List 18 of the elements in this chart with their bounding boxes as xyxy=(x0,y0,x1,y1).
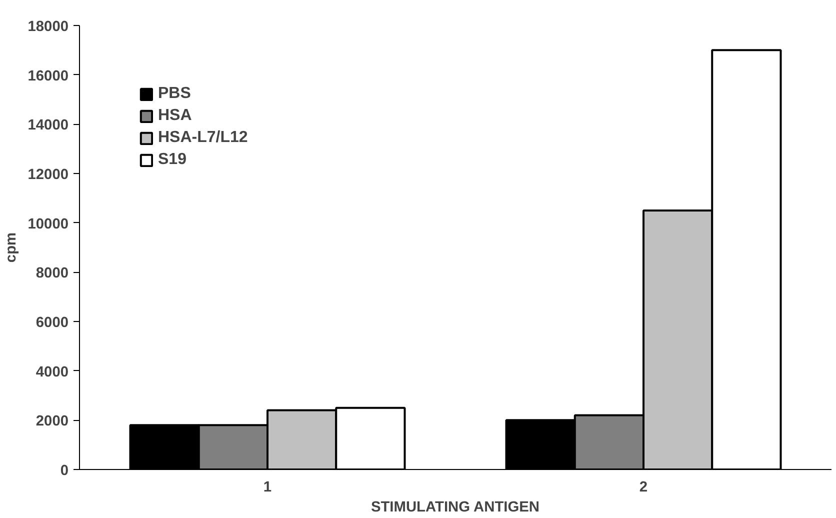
y-tick-label: 4000 xyxy=(36,364,69,380)
y-tick-label: 2000 xyxy=(36,414,69,430)
y-tick-label: 10000 xyxy=(28,216,69,232)
x-tick-label: 2 xyxy=(639,480,648,496)
y-tick-label: 14000 xyxy=(28,118,69,134)
y-tick-label: 0 xyxy=(60,463,69,479)
y-tick-label: 16000 xyxy=(28,68,69,84)
legend-label: HSA-L7/L12 xyxy=(158,129,248,147)
y-axis-title: cpm xyxy=(4,232,20,263)
y-tick-label: 6000 xyxy=(36,315,69,331)
legend-label: HSA xyxy=(158,107,192,125)
legend-label: PBS xyxy=(158,85,191,103)
y-tick-label: 12000 xyxy=(28,167,69,183)
y-tick-label: 8000 xyxy=(36,266,69,282)
x-tick-label: 1 xyxy=(263,480,272,496)
legend-label: S19 xyxy=(158,151,186,169)
y-tick-label: 18000 xyxy=(28,19,69,35)
x-axis-title: STIMULATING ANTIGEN xyxy=(370,500,540,516)
